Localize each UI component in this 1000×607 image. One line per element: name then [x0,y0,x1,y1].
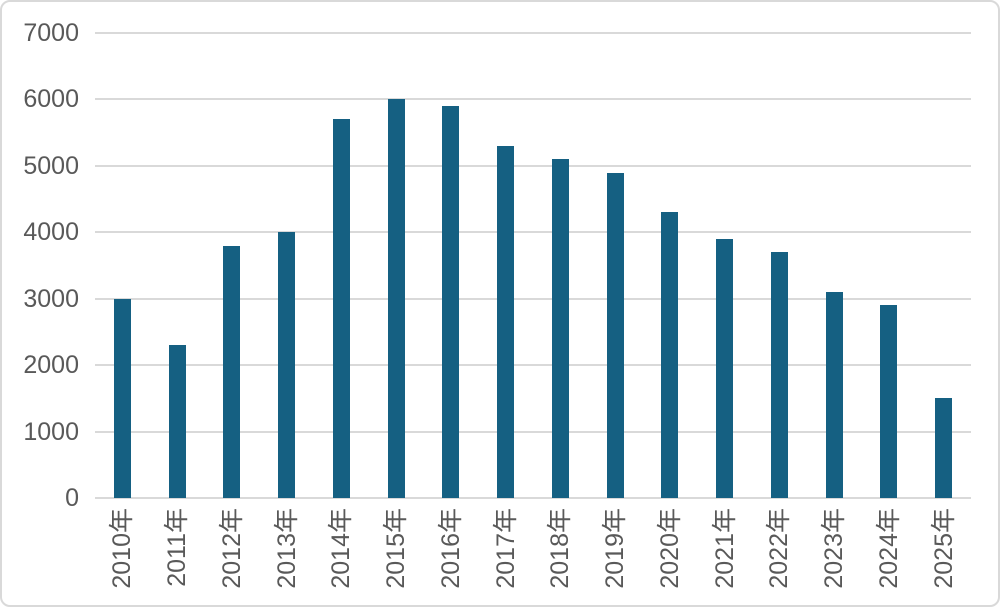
x-axis-tick-label: 2010年 [108,508,137,589]
y-gridline [95,364,971,367]
x-axis-tick-label: 2025年 [929,508,958,589]
bar [606,172,624,498]
x-axis-tick-label: 2011年 [163,508,192,587]
bar [880,305,898,498]
bar [770,252,788,498]
bar [278,232,296,498]
x-axis-tick-label: 2018年 [546,508,575,589]
y-gridline [95,98,971,101]
y-axis-tick-label: 2000 [23,351,79,380]
y-gridline [95,297,971,300]
x-axis-tick-label: 2013年 [272,508,301,589]
y-gridline [95,32,971,34]
bar [716,238,734,498]
y-axis-tick-label: 7000 [23,19,79,47]
y-axis-tick-label: 4000 [23,218,79,247]
x-axis-tick-label: 2014年 [327,508,356,589]
y-gridline [95,164,971,167]
x-axis-tick-label: 2024年 [874,508,903,589]
bar [442,106,460,498]
x-axis-tick-label: 2021年 [710,508,739,589]
bar [113,298,131,498]
bar [661,212,679,498]
bar [332,119,350,498]
y-axis-tick-label: 0 [65,484,79,512]
x-axis-tick-label: 2015年 [382,508,411,589]
bar [497,145,515,498]
y-axis-tick-label: 1000 [23,417,79,446]
bar [223,245,241,498]
bar [387,99,405,498]
x-axis-tick-label: 2012年 [217,508,246,589]
x-axis-tick-label: 2017年 [491,508,520,589]
y-axis-tick-label: 6000 [23,85,79,114]
x-axis-tick-label: 2023年 [820,508,849,589]
y-gridline [95,497,971,499]
bar [168,345,186,498]
bar [935,398,953,498]
bar [825,292,843,498]
y-axis-tick-label: 3000 [23,284,79,313]
y-gridline [95,430,971,433]
y-gridline [95,231,971,234]
y-axis-tick-label: 5000 [23,151,79,180]
x-axis-tick-label: 2019年 [601,508,630,589]
x-axis-tick-label: 2022年 [765,508,794,589]
bar [551,159,569,498]
x-axis-tick-label: 2016年 [436,508,465,589]
x-axis-tick-label: 2020年 [655,508,684,589]
